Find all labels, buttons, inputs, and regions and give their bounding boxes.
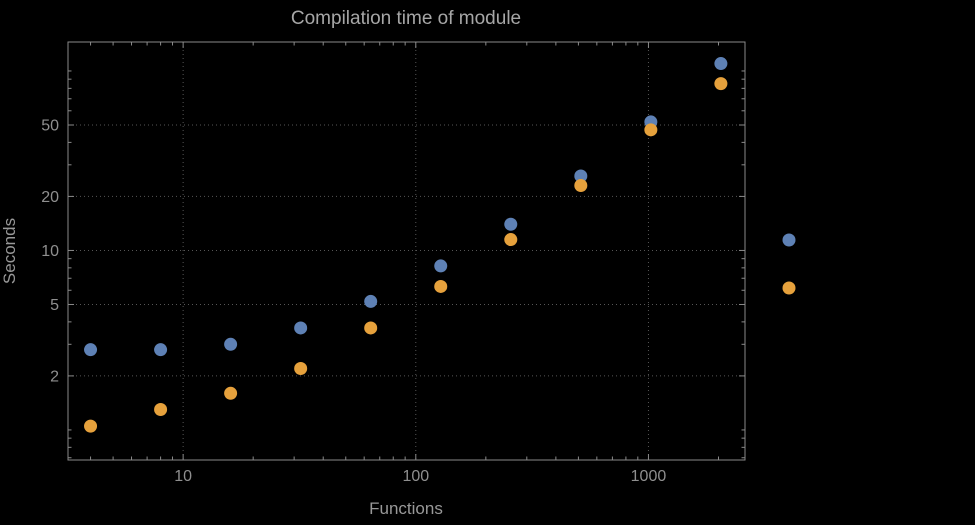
data-point-series-2-orange: [504, 233, 518, 247]
y-tick-label: 50: [41, 117, 59, 134]
data-point-series-2-orange: [434, 279, 448, 293]
data-point-series-1-blue: [434, 259, 448, 273]
legend: [782, 233, 796, 295]
chart-title: Compilation time of module: [291, 8, 521, 29]
y-tick-label: 20: [41, 189, 59, 206]
legend-marker-series-1-blue: [782, 233, 796, 247]
data-point-series-1-blue: [364, 294, 378, 308]
data-point-series-1-blue: [574, 169, 588, 183]
data-point-series-2-orange: [154, 402, 168, 416]
data-point-series-2-orange: [714, 77, 728, 91]
y-tick-label: 10: [41, 243, 59, 260]
x-tick-label: 10: [174, 468, 192, 485]
gridlines: [68, 42, 745, 460]
x-tick-label: 100: [402, 468, 429, 485]
data-points: [84, 57, 728, 433]
data-point-series-1-blue: [714, 57, 728, 71]
y-tick-label: 2: [50, 368, 59, 385]
data-point-series-2-orange: [224, 386, 238, 400]
y-axis-label: Seconds: [0, 218, 19, 284]
data-point-series-1-blue: [84, 343, 98, 357]
axis-ticks: [68, 42, 745, 460]
legend-marker-series-2-orange: [782, 281, 796, 295]
x-tick-label: 1000: [631, 468, 667, 485]
x-axis-label: Functions: [369, 499, 443, 518]
y-tick-label: 5: [50, 297, 59, 314]
data-point-series-1-blue: [504, 217, 518, 231]
tick-labels: 10 100 1000 2 5 10 20 50: [41, 117, 666, 485]
data-point-series-2-orange: [574, 179, 588, 193]
data-point-series-1-blue: [154, 343, 168, 357]
data-point-series-1-blue: [294, 321, 308, 335]
data-point-series-2-orange: [84, 419, 98, 433]
plot-frame: [67, 41, 746, 461]
data-point-series-2-orange: [364, 321, 378, 335]
data-point-series-2-orange: [644, 123, 658, 137]
data-point-series-2-orange: [294, 361, 308, 375]
data-point-series-1-blue: [224, 337, 238, 351]
